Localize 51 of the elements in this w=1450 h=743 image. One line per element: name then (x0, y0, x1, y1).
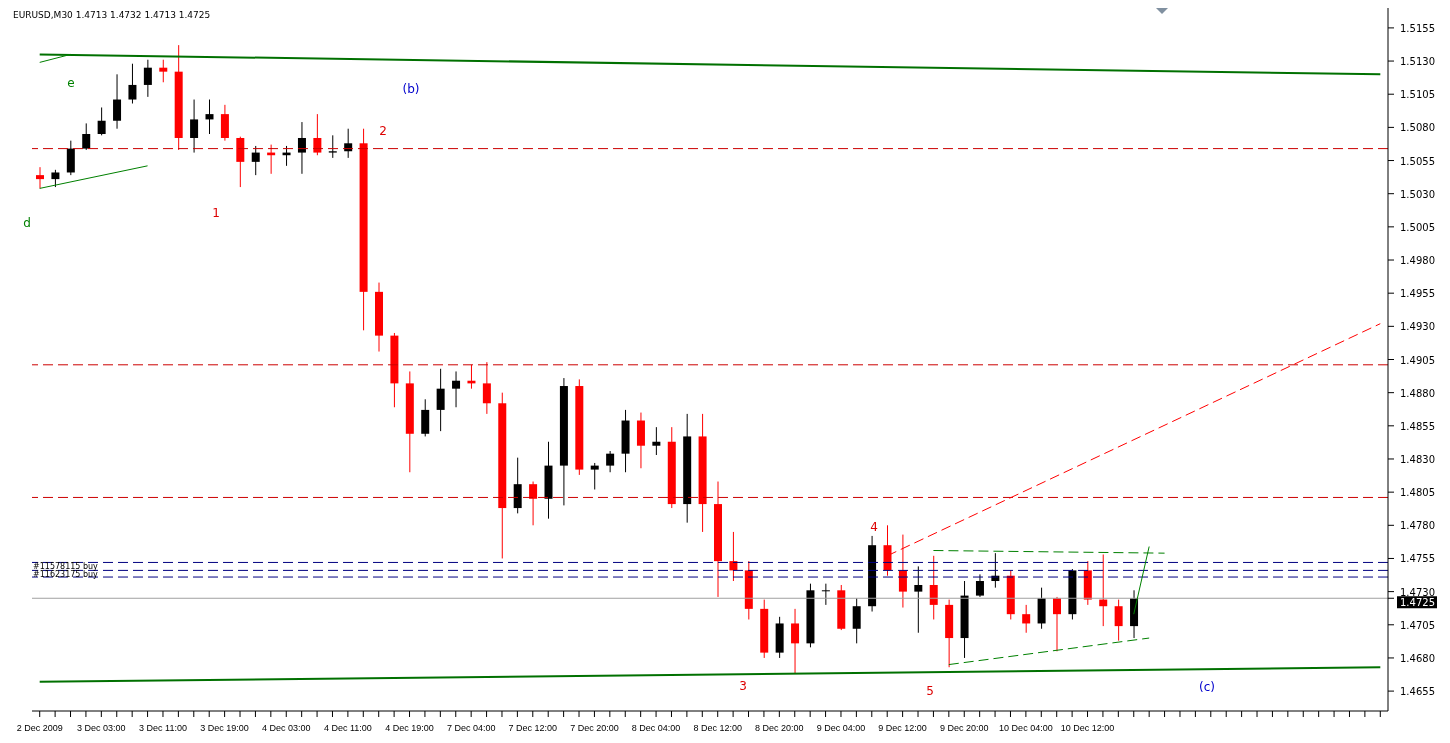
annotation: e (67, 76, 75, 90)
x-tick-label: 8 Dec 12:00 (693, 723, 742, 733)
text: d (23, 216, 31, 230)
x-tick-label: 9 Dec 12:00 (878, 723, 927, 733)
x-tick-label: 9 Dec 20:00 (939, 723, 989, 733)
y-tick-label: 1.4725 (1400, 597, 1435, 609)
chart-title: EURUSD,M30 1.4713 1.4732 1.4713 1.4725 (13, 10, 211, 20)
y-tick-label: 1.5155 (1400, 22, 1435, 34)
x-tick-label: 3 Dec 19:00 (200, 723, 249, 733)
y-tick-label: 1.5105 (1400, 89, 1435, 101)
x-tick-label: 4 Dec 19:00 (385, 723, 434, 733)
y-tick-label: 1.5130 (1400, 56, 1435, 68)
y-tick-label: 1.4805 (1400, 487, 1435, 499)
x-tick-label: 4 Dec 11:00 (323, 723, 372, 733)
y-tick-label: 1.4905 (1400, 354, 1435, 366)
x-tick-label: 8 Dec 20:00 (755, 723, 804, 733)
annotation: 2 (379, 124, 387, 138)
x-tick-label: 7 Dec 04:00 (446, 723, 496, 733)
x-tick-label: 10 Dec 04:00 (999, 723, 1053, 733)
x-tick-label: 2 Dec 2009 (16, 723, 63, 733)
annotation: (b) (402, 82, 420, 96)
y-tick-label: 1.4730 (1400, 586, 1435, 598)
y-tick-label: 1.5080 (1400, 122, 1435, 134)
y-tick-label: 1.5055 (1400, 155, 1435, 167)
y-tick-label: 1.4880 (1400, 387, 1435, 399)
x-tick-label: 7 Dec 12:00 (508, 723, 558, 733)
y-tick-label: 1.4830 (1400, 453, 1435, 465)
y-tick-label: 1.4980 (1400, 255, 1435, 267)
x-tick-label: 7 Dec 20:00 (570, 723, 619, 733)
x-tick-label: 3 Dec 11:00 (139, 723, 187, 733)
annotation: 5 (926, 684, 934, 698)
x-tick-label: 9 Dec 04:00 (816, 723, 866, 733)
annotation: 4 (870, 520, 878, 534)
y-tick-label: 1.4655 (1400, 686, 1435, 698)
y-tick-label: 1.4780 (1400, 520, 1435, 532)
y-tick-label: 1.4705 (1400, 619, 1435, 631)
y-tick-label: 1.4680 (1400, 652, 1435, 664)
x-tick-label: 10 Dec 12:00 (1060, 723, 1115, 733)
y-tick-label: 1.4955 (1400, 288, 1435, 300)
ref-line-label: #11623175 buy (33, 570, 99, 580)
y-tick-label: 1.4755 (1400, 553, 1435, 565)
x-tick-label: 4 Dec 03:00 (261, 723, 311, 733)
y-tick-label: 1.4855 (1400, 420, 1435, 432)
annotation: 1 (212, 206, 220, 220)
x-tick-label: 8 Dec 04:00 (631, 723, 681, 733)
y-tick-label: 1.5030 (1400, 188, 1435, 200)
annotation: 3 (739, 679, 747, 693)
annotation: (c) (1199, 680, 1215, 694)
y-tick-label: 1.5005 (1400, 221, 1435, 233)
y-tick-label: 1.4930 (1400, 321, 1435, 333)
x-tick-label: 3 Dec 03:00 (77, 723, 126, 733)
